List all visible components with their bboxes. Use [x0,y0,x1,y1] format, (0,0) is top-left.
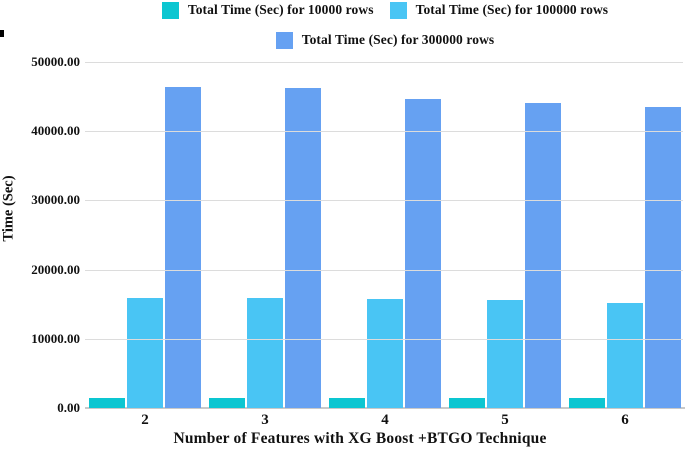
bar-10000-rows-features-4 [329,397,365,408]
x-category-label-4: 4 [381,412,389,428]
gridline-10000.00 [85,338,683,340]
plot-area [85,62,685,409]
bar-10000-rows-features-5 [449,398,485,408]
bar-300000-rows-features-5 [525,102,561,408]
gridline-50000.00 [85,62,683,63]
bar-100000-rows-features-4 [367,299,403,408]
category-labels: 2 3 4 5 6 [85,412,685,429]
chart-legend-row-2: Total Time (Sec) for 300000 rows [85,31,685,49]
bar-group-features-5 [445,62,565,408]
edge-artifact [0,30,4,37]
legend-swatch-100000-rows [389,1,407,19]
bar-300000-rows-features-4 [405,99,441,408]
y-axis-title: Time (Sec) [0,175,17,242]
legend-swatch-10000-rows [161,1,179,19]
bar-group-features-4 [325,62,445,408]
x-axis-title: Number of Features with XG Boost +BTGO T… [173,430,547,447]
bar-100000-rows-features-6 [607,303,643,408]
bar-300000-rows-features-3 [285,87,321,408]
bar-100000-rows-features-2 [127,298,163,408]
bar-10000-rows-features-3 [209,397,245,408]
legend-label-300000-rows: Total Time (Sec) for 300000 rows [301,32,495,47]
bar-300000-rows-features-2 [165,87,201,408]
x-category-label-3: 3 [261,412,269,428]
legend-item-10000-rows: Total Time (Sec) for 10000 rows [161,1,374,19]
gridline-20000.00 [85,269,683,271]
legend-item-300000-rows: Total Time (Sec) for 300000 rows [275,31,495,49]
legend-swatch-300000-rows [275,31,293,49]
legend-label-100000-rows: Total Time (Sec) for 100000 rows [415,2,609,17]
y-tick-label-40000.00: 40000.00 [31,123,80,139]
bar-group-features-6 [565,62,685,408]
bar-10000-rows-features-2 [89,397,125,408]
bar-100000-rows-features-5 [487,300,523,408]
gridline-30000.00 [85,200,683,202]
chart-legend-row-1: Total Time (Sec) for 10000 rows Total Tim… [85,1,685,19]
x-category-label-2: 2 [141,412,149,428]
y-tick-label-20000.00: 20000.00 [31,261,80,277]
bar-group-features-3 [205,62,325,408]
bars-container [85,62,685,408]
y-tick-label-30000.00: 30000.00 [31,192,80,208]
y-tick-label-50000.00: 50000.00 [31,54,80,69]
gridline-40000.00 [85,131,683,133]
x-axis-line [85,407,685,409]
legend-item-100000-rows: Total Time (Sec) for 100000 rows [389,1,609,19]
y-tick-label-10000.00: 10000.00 [31,330,80,346]
legend-label-10000-rows: Total Time (Sec) for 10000 rows [187,2,374,17]
bar-300000-rows-features-6 [645,107,681,408]
y-tick-label-0.00: 0.00 [57,400,80,415]
x-category-label-5: 5 [501,412,509,428]
bar-100000-rows-features-3 [247,298,283,408]
bar-10000-rows-features-6 [569,398,605,408]
bar-group-features-2 [85,62,205,408]
x-category-label-6: 6 [621,412,629,428]
